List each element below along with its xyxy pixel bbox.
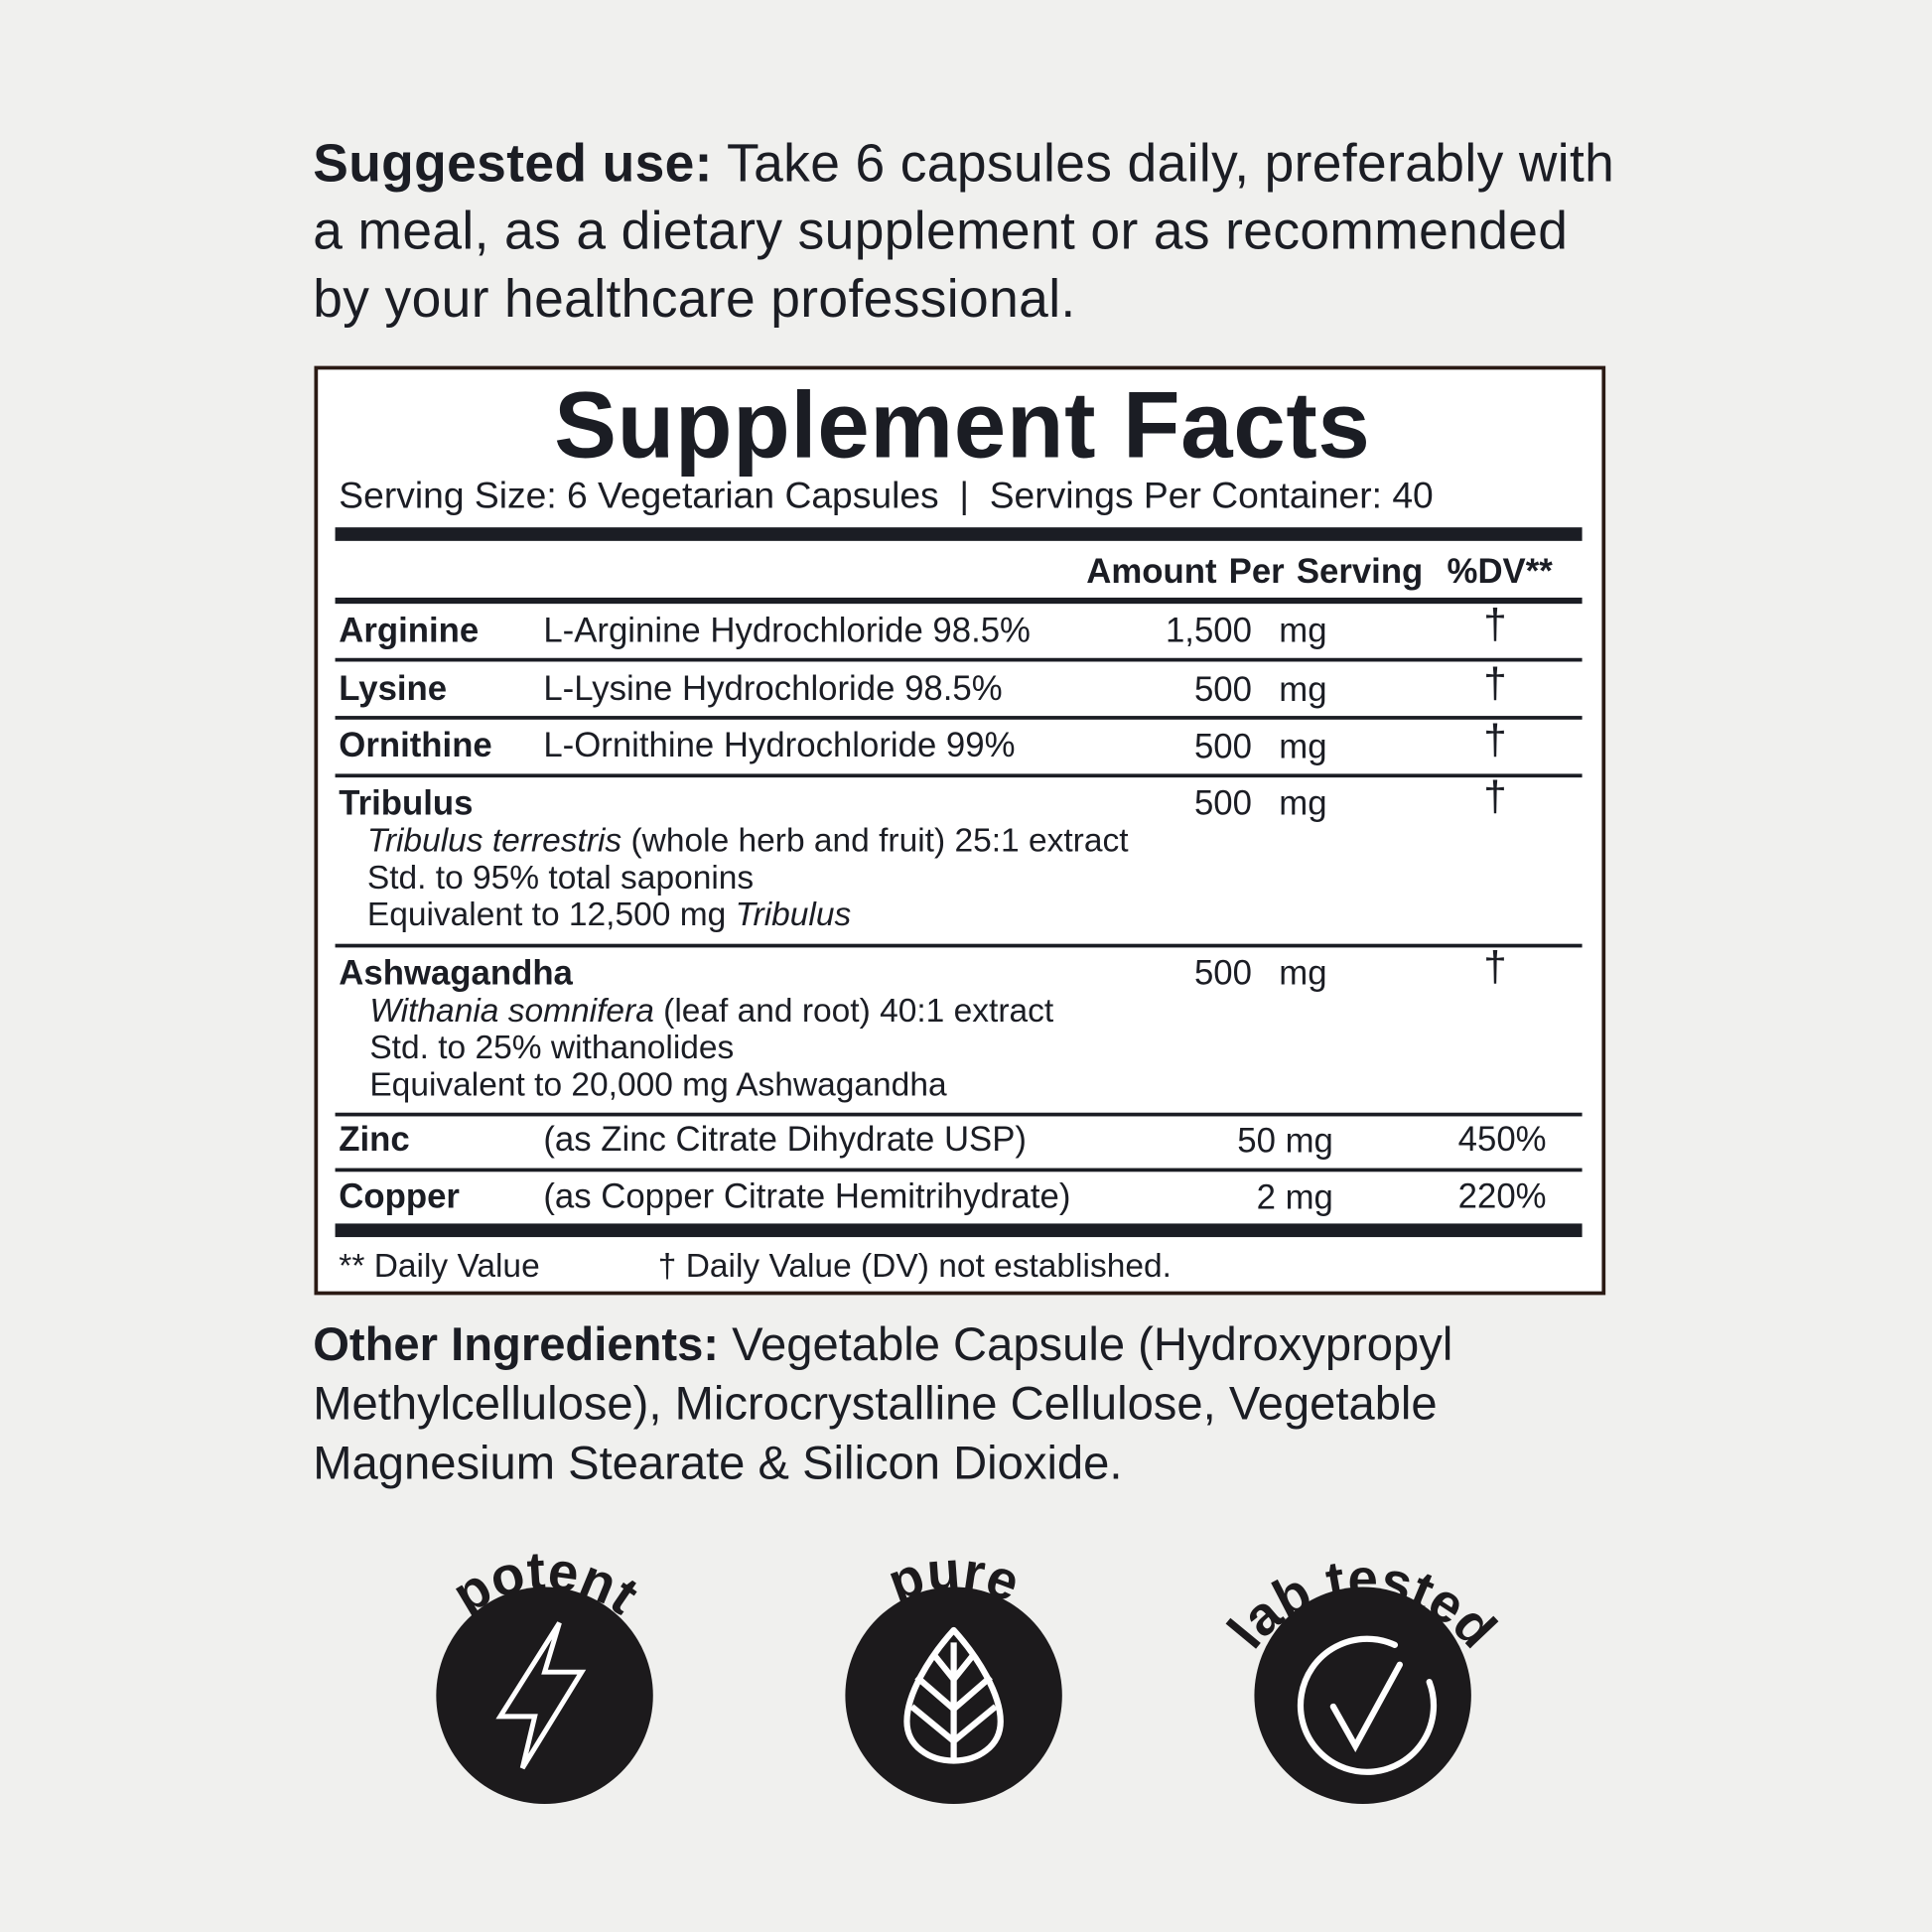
footnote-dagger: † Daily Value (DV) not established. [657,1246,1172,1285]
standardization: Std. to 95% total saponins [366,859,755,897]
ingredient-unit: mg [1279,953,1327,993]
lightning-icon [495,1621,587,1770]
ingredient-name: Lysine [339,668,448,708]
badge-lab-tested: lab tested [1216,1548,1508,1804]
suggested-use: Suggested use: Take 6 capsules daily, pr… [313,131,1619,335]
ingredient-name: Arginine [339,611,480,650]
divider [335,716,1583,720]
dagger-icon: † [1483,943,1507,991]
ingredient-name: Zinc [339,1120,410,1159]
divider [335,657,1583,662]
badge-circle [436,1587,653,1804]
ingredient-amount: 500 [1193,953,1252,993]
ingredient-desc: L-Arginine Hydrochloride 98.5% [543,611,1031,650]
ingredient-amount: 50 mg [1237,1121,1333,1160]
divider-thick [335,527,1583,541]
ingredient-desc: (as Zinc Citrate Dihydrate USP) [543,1120,1027,1159]
ingredient-unit: mg [1279,611,1327,650]
ingredient-unit: mg [1279,783,1327,822]
ingredient-source: Withania somnifera (leaf and root) 40:1 … [369,992,1053,1029]
ingredient-source: Tribulus terrestris (whole herb and frui… [367,822,1129,859]
divider [335,773,1583,778]
suggested-use-text: Take 6 capsules daily, preferably with a… [313,134,1615,330]
equivalent: Equivalent to 20,000 mg Ashwagandha [369,1065,947,1103]
standardization: Std. to 25% withanolides [369,1029,735,1066]
equivalent-text: Equivalent to 12,500 mg [366,896,736,933]
badge-pure: pure [845,1540,1062,1804]
dagger-icon: † [1483,660,1507,708]
dagger-icon: † [1483,773,1507,821]
ingredient-amount: 500 [1193,670,1252,709]
footnote-daily-value: ** Daily Value [339,1246,540,1285]
facts-title: Supplement Facts [554,373,1371,479]
equivalent: Equivalent to 12,500 mg Tribulus [367,896,851,932]
ingredient-amount: 1,500 [1165,611,1252,650]
daily-value: 450% [1457,1120,1547,1159]
ingredient-name: Ornithine [339,726,492,764]
ingredient-unit: mg [1279,670,1327,709]
ingredient-desc: L-Lysine Hydrochloride 98.5% [543,668,1003,708]
ingredient-name: Tribulus [339,783,474,822]
leaf-icon [903,1626,1004,1764]
ingredient-unit: mg [1279,727,1327,765]
other-ingredients-label: Other Ingredients: [313,1319,720,1372]
latin-name: Withania somnifera [369,992,654,1030]
equivalent-name: Tribulus [735,896,852,933]
dagger-icon: † [1483,601,1507,648]
suggested-use-label: Suggested use: [313,134,713,194]
source-detail: (leaf and root) 40:1 extract [653,992,1054,1030]
daily-value: 220% [1457,1176,1547,1215]
divider [335,1168,1583,1173]
column-header: Amount Per Serving %DV** [1086,552,1553,591]
divider [335,597,1583,605]
dagger-icon: † [1483,717,1507,764]
supplement-facts-panel: Supplement Facts Serving Size: 6 Vegetar… [314,365,1606,1296]
other-ingredients: Other Ingredients: Vegetable Capsule (Hy… [313,1315,1594,1493]
ingredient-name: Copper [339,1176,460,1215]
ingredient-amount: 500 [1193,727,1252,765]
serving-info: Serving Size: 6 Vegetarian Capsules | Se… [339,476,1434,517]
ingredient-amount: 500 [1193,783,1252,822]
badge-potent: potent [436,1540,653,1804]
divider [335,1112,1583,1117]
ingredient-amount: 2 mg [1256,1177,1333,1216]
ingredient-desc: L-Ornithine Hydrochloride 99% [543,726,1016,764]
divider-thick [335,1223,1583,1238]
ingredient-desc: (as Copper Citrate Hemitrihydrate) [543,1176,1071,1215]
source-detail: (whole herb and fruit) 25:1 extract [621,821,1129,860]
other-ingredients-text: Vegetable Capsule (Hydroxypropyl Methylc… [313,1319,1453,1490]
ingredient-name: Ashwagandha [339,953,573,993]
latin-name: Tribulus terrestris [366,821,622,860]
divider [335,943,1583,948]
check-circle-icon [1297,1635,1438,1775]
